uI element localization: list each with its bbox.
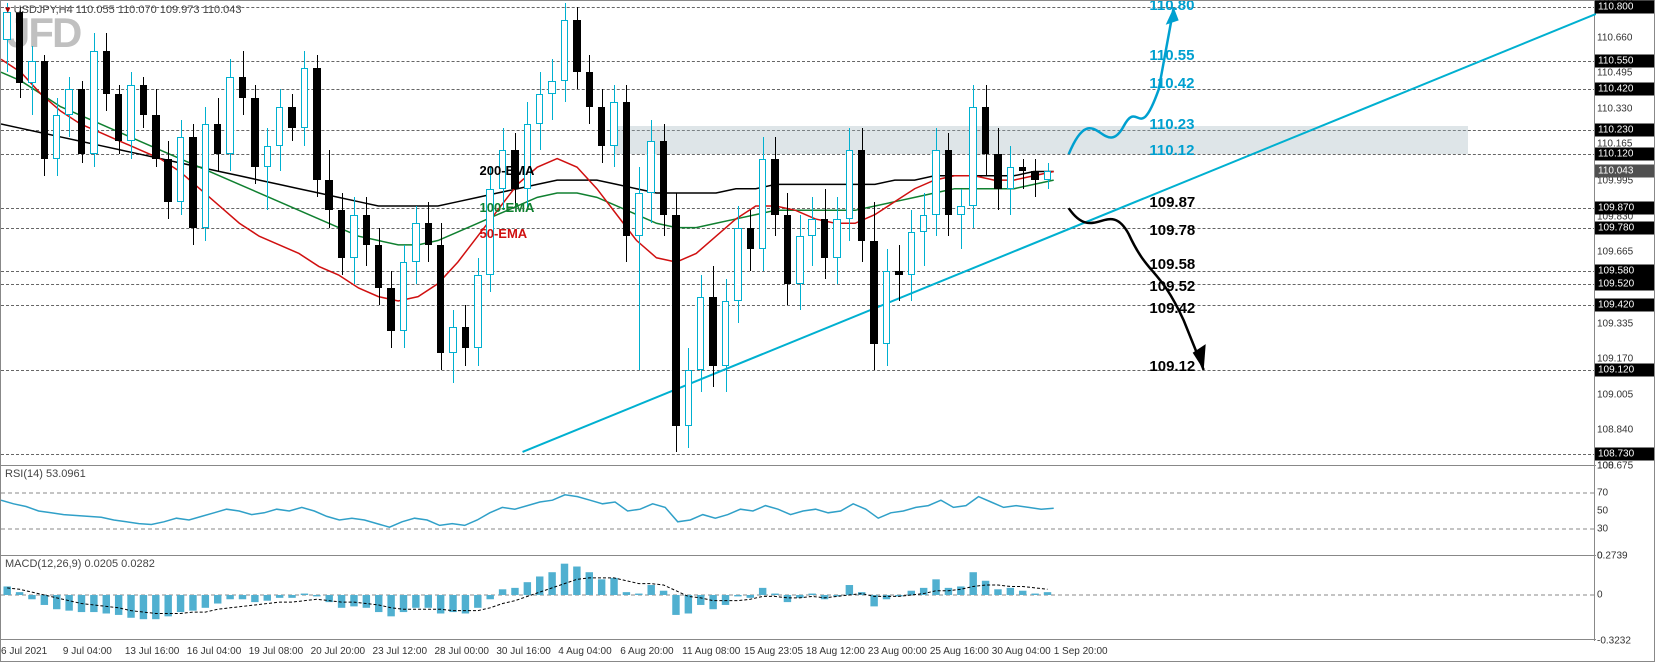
chart-overlay — [1, 1, 1596, 466]
rsi-overlay — [1, 466, 1596, 556]
macd-overlay — [1, 556, 1596, 641]
x-axis: 6 Jul 20219 Jul 04:0013 Jul 16:0016 Jul … — [1, 639, 1596, 661]
rsi-panel[interactable]: RSI(14) 53.0961 — [1, 466, 1596, 556]
y-axis: 108.675108.840109.005109.170109.335109.5… — [1594, 1, 1654, 641]
rsi-title: RSI(14) 53.0961 — [5, 468, 86, 480]
macd-panel[interactable]: MACD(12,26,9) 0.0205 0.0282 — [1, 556, 1596, 641]
price-panel[interactable]: JFD ▾ USDJPY,H4 110.055 110.070 109.973 … — [1, 1, 1596, 466]
macd-title: MACD(12,26,9) 0.0205 0.0282 — [5, 558, 155, 570]
symbol-title: ▾ USDJPY,H4 110.055 110.070 109.973 110.… — [5, 3, 242, 16]
chart-container[interactable]: JFD ▾ USDJPY,H4 110.055 110.070 109.973 … — [0, 0, 1655, 662]
